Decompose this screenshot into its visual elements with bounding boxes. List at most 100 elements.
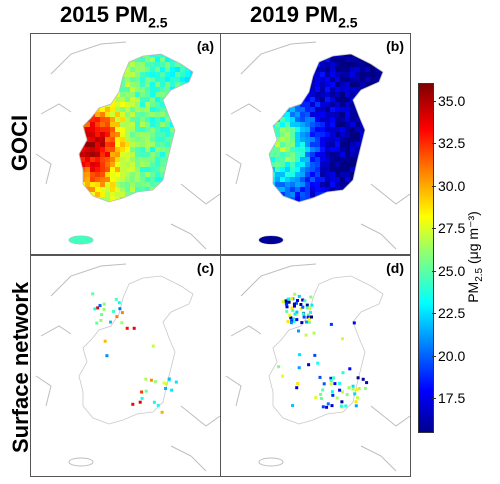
pm25-grid-cell — [90, 172, 95, 177]
pm25-grid-cell — [140, 107, 145, 112]
pm25-grid-cell — [320, 202, 325, 207]
pm25-grid-cell — [140, 177, 145, 182]
pm25-grid-cell — [170, 82, 175, 87]
pm25-grid-cell — [330, 127, 335, 132]
pm25-grid-cell — [130, 122, 135, 127]
pm25-grid-cell — [155, 67, 160, 72]
pm25-grid-cell — [280, 187, 285, 192]
pm25-grid-cell — [365, 72, 370, 77]
station-marker — [292, 302, 296, 306]
pm25-grid-cell — [160, 62, 165, 67]
pm25-grid-cell — [375, 97, 380, 102]
station-marker — [295, 301, 298, 305]
pm25-grid-cell — [295, 182, 300, 187]
pm25-grid-cell — [155, 127, 160, 132]
pm25-grid-cell — [305, 187, 310, 192]
pm25-grid-cell — [335, 117, 340, 122]
pm25-grid-cell — [135, 77, 140, 82]
pm25-grid-cell — [130, 117, 135, 122]
pm25-grid-cell — [290, 117, 295, 122]
pm25-grid-cell — [135, 122, 140, 127]
pm25-grid-cell — [350, 122, 355, 127]
pm25-grid-cell — [185, 172, 190, 177]
pm25-grid-cell — [360, 197, 365, 202]
pm25-grid-cell — [115, 192, 120, 197]
pm25-grid-cell — [90, 82, 95, 87]
pm25-grid-cell — [320, 92, 325, 97]
pm25-grid-cell — [155, 97, 160, 102]
pm25-grid-cell — [95, 202, 100, 207]
pm25-grid-cell — [155, 72, 160, 77]
map-canvas-b — [225, 41, 410, 250]
pm25-grid-cell — [195, 157, 200, 162]
pm25-grid-cell — [135, 117, 140, 122]
pm25-grid-cell — [365, 177, 370, 182]
pm25-grid-cell — [385, 157, 390, 162]
pm25-grid-cell — [290, 192, 295, 197]
station-marker — [153, 380, 157, 384]
pm25-grid-cell — [340, 172, 345, 177]
station-marker — [305, 306, 309, 310]
pm25-grid-cell — [100, 147, 105, 152]
pm25-grid-cell — [150, 192, 155, 197]
pm25-grid-cell — [145, 177, 150, 182]
pm25-grid-cell — [140, 92, 145, 97]
pm25-grid-cell — [305, 132, 310, 137]
pm25-grid-cell — [290, 54, 295, 57]
pm25-grid-cell — [120, 102, 125, 107]
pm25-grid-cell — [185, 202, 190, 207]
pm25-grid-cell — [170, 192, 175, 197]
pm25-grid-cell — [269, 172, 270, 177]
pm25-grid-cell — [375, 147, 380, 152]
pm25-grid-cell — [380, 202, 385, 207]
pm25-grid-cell — [170, 187, 175, 192]
pm25-grid-cell — [365, 157, 370, 162]
pm25-grid-cell — [125, 122, 130, 127]
pm25-grid-cell — [285, 67, 290, 72]
pm25-grid-cell — [125, 54, 130, 57]
pm25-grid-cell — [345, 87, 350, 92]
pm25-grid-cell — [185, 132, 190, 137]
pm25-grid-cell — [120, 132, 125, 137]
pm25-grid-cell — [79, 157, 80, 162]
pm25-grid-cell — [325, 127, 330, 132]
pm25-grid-cell — [165, 77, 170, 82]
pm25-grid-cell — [135, 82, 140, 87]
station-marker — [120, 321, 124, 325]
pm25-grid-cell — [340, 67, 345, 72]
station-marker — [288, 313, 292, 317]
pm25-grid-cell — [295, 132, 300, 137]
pm25-grid-cell — [85, 87, 90, 92]
pm25-grid-cell — [180, 102, 185, 107]
pm25-grid-cell — [275, 192, 280, 197]
pm25-grid-cell — [165, 182, 170, 187]
pm25-grid-cell — [285, 54, 290, 57]
pm25-grid-cell — [170, 62, 175, 67]
pm25-grid-cell — [105, 87, 110, 92]
pm25-grid-cell — [140, 87, 145, 92]
pm25-grid-cell — [270, 107, 275, 112]
pm25-grid-cell — [120, 67, 125, 72]
pm25-grid-cell — [150, 92, 155, 97]
pm25-grid-cell — [385, 87, 390, 92]
pm25-grid-cell — [160, 132, 165, 137]
pm25-grid-cell — [315, 142, 320, 147]
pm25-grid-cell — [170, 67, 175, 72]
pm25-grid-cell — [85, 67, 90, 72]
pm25-grid-cell — [165, 112, 170, 117]
station-marker — [102, 307, 106, 311]
pm25-grid-cell — [360, 202, 365, 207]
pm25-grid-cell — [150, 172, 155, 177]
pm25-grid-cell — [170, 112, 175, 117]
pm25-grid-cell — [155, 77, 160, 82]
pm25-grid-cell — [185, 62, 190, 67]
pm25-grid-cell — [79, 197, 80, 202]
pm25-grid-cell — [380, 127, 383, 132]
pm25-grid-cell — [315, 102, 320, 107]
pm25-grid-cell — [360, 157, 365, 162]
station-marker — [125, 326, 129, 330]
pm25-grid-cell — [315, 97, 320, 102]
pm25-grid-cell — [145, 97, 150, 102]
pm25-grid-cell — [300, 62, 305, 67]
pm25-grid-cell — [145, 82, 150, 87]
